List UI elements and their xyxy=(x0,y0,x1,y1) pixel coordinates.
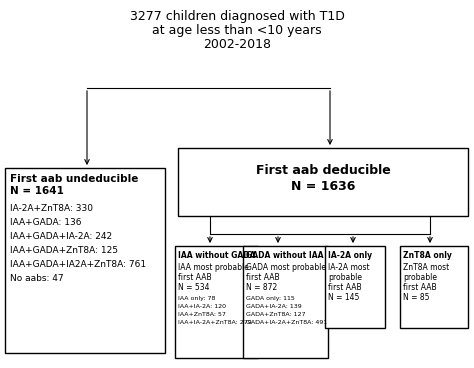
Text: N = 1641: N = 1641 xyxy=(10,186,64,196)
Text: IAA+ZnT8A: 57: IAA+ZnT8A: 57 xyxy=(178,312,226,317)
Text: IAA+GADA+ZnT8A: 125: IAA+GADA+ZnT8A: 125 xyxy=(10,246,118,255)
Text: IAA+GADA+IA2A+ZnT8A: 761: IAA+GADA+IA2A+ZnT8A: 761 xyxy=(10,260,146,269)
Text: first AAB: first AAB xyxy=(328,283,362,292)
Text: N = 85: N = 85 xyxy=(403,293,429,302)
Text: GADA+IA-2A+ZnT8A: 491: GADA+IA-2A+ZnT8A: 491 xyxy=(246,320,327,325)
Bar xyxy=(243,246,328,358)
Text: GADA+IA-2A: 139: GADA+IA-2A: 139 xyxy=(246,304,302,309)
Text: probable: probable xyxy=(403,273,437,282)
Text: IAA+IA-2A: 120: IAA+IA-2A: 120 xyxy=(178,304,226,309)
Text: First aab deducible: First aab deducible xyxy=(255,164,391,177)
Text: 3277 children diagnosed with T1D: 3277 children diagnosed with T1D xyxy=(129,10,345,23)
Text: N = 1636: N = 1636 xyxy=(291,180,355,193)
Text: ZnT8A only: ZnT8A only xyxy=(403,251,452,260)
Text: First aab undeducible: First aab undeducible xyxy=(10,174,138,184)
Text: IAA+IA-2A+ZnT8A: 279: IAA+IA-2A+ZnT8A: 279 xyxy=(178,320,252,325)
Text: N = 145: N = 145 xyxy=(328,293,359,302)
Text: IAA without GADA: IAA without GADA xyxy=(178,251,255,260)
Text: 2002-2018: 2002-2018 xyxy=(203,38,271,51)
Text: GADA most probable: GADA most probable xyxy=(246,263,326,272)
Text: IAA+GADA+IA-2A: 242: IAA+GADA+IA-2A: 242 xyxy=(10,232,112,241)
Bar xyxy=(175,246,258,358)
Text: probable: probable xyxy=(328,273,362,282)
Bar xyxy=(325,246,385,328)
Text: first AAB: first AAB xyxy=(403,283,437,292)
Bar xyxy=(178,148,468,216)
Text: IA-2A most: IA-2A most xyxy=(328,263,370,272)
Text: at age less than <10 years: at age less than <10 years xyxy=(152,24,322,37)
Text: IAA+GADA: 136: IAA+GADA: 136 xyxy=(10,218,82,227)
Text: IA-2A only: IA-2A only xyxy=(328,251,372,260)
Text: GADA without IAA: GADA without IAA xyxy=(246,251,323,260)
Text: first AAB: first AAB xyxy=(178,273,211,282)
Bar xyxy=(5,168,165,353)
Text: N = 872: N = 872 xyxy=(246,283,277,292)
Text: first AAB: first AAB xyxy=(246,273,280,282)
Text: GADA only: 115: GADA only: 115 xyxy=(246,296,295,301)
Text: IAA only: 78: IAA only: 78 xyxy=(178,296,215,301)
Text: No aabs: 47: No aabs: 47 xyxy=(10,274,64,283)
Text: IA-2A+ZnT8A: 330: IA-2A+ZnT8A: 330 xyxy=(10,204,93,213)
Bar xyxy=(400,246,468,328)
Text: GADA+ZnT8A: 127: GADA+ZnT8A: 127 xyxy=(246,312,306,317)
Text: ZnT8A most: ZnT8A most xyxy=(403,263,449,272)
Text: IAA most probable: IAA most probable xyxy=(178,263,249,272)
Text: N = 534: N = 534 xyxy=(178,283,210,292)
